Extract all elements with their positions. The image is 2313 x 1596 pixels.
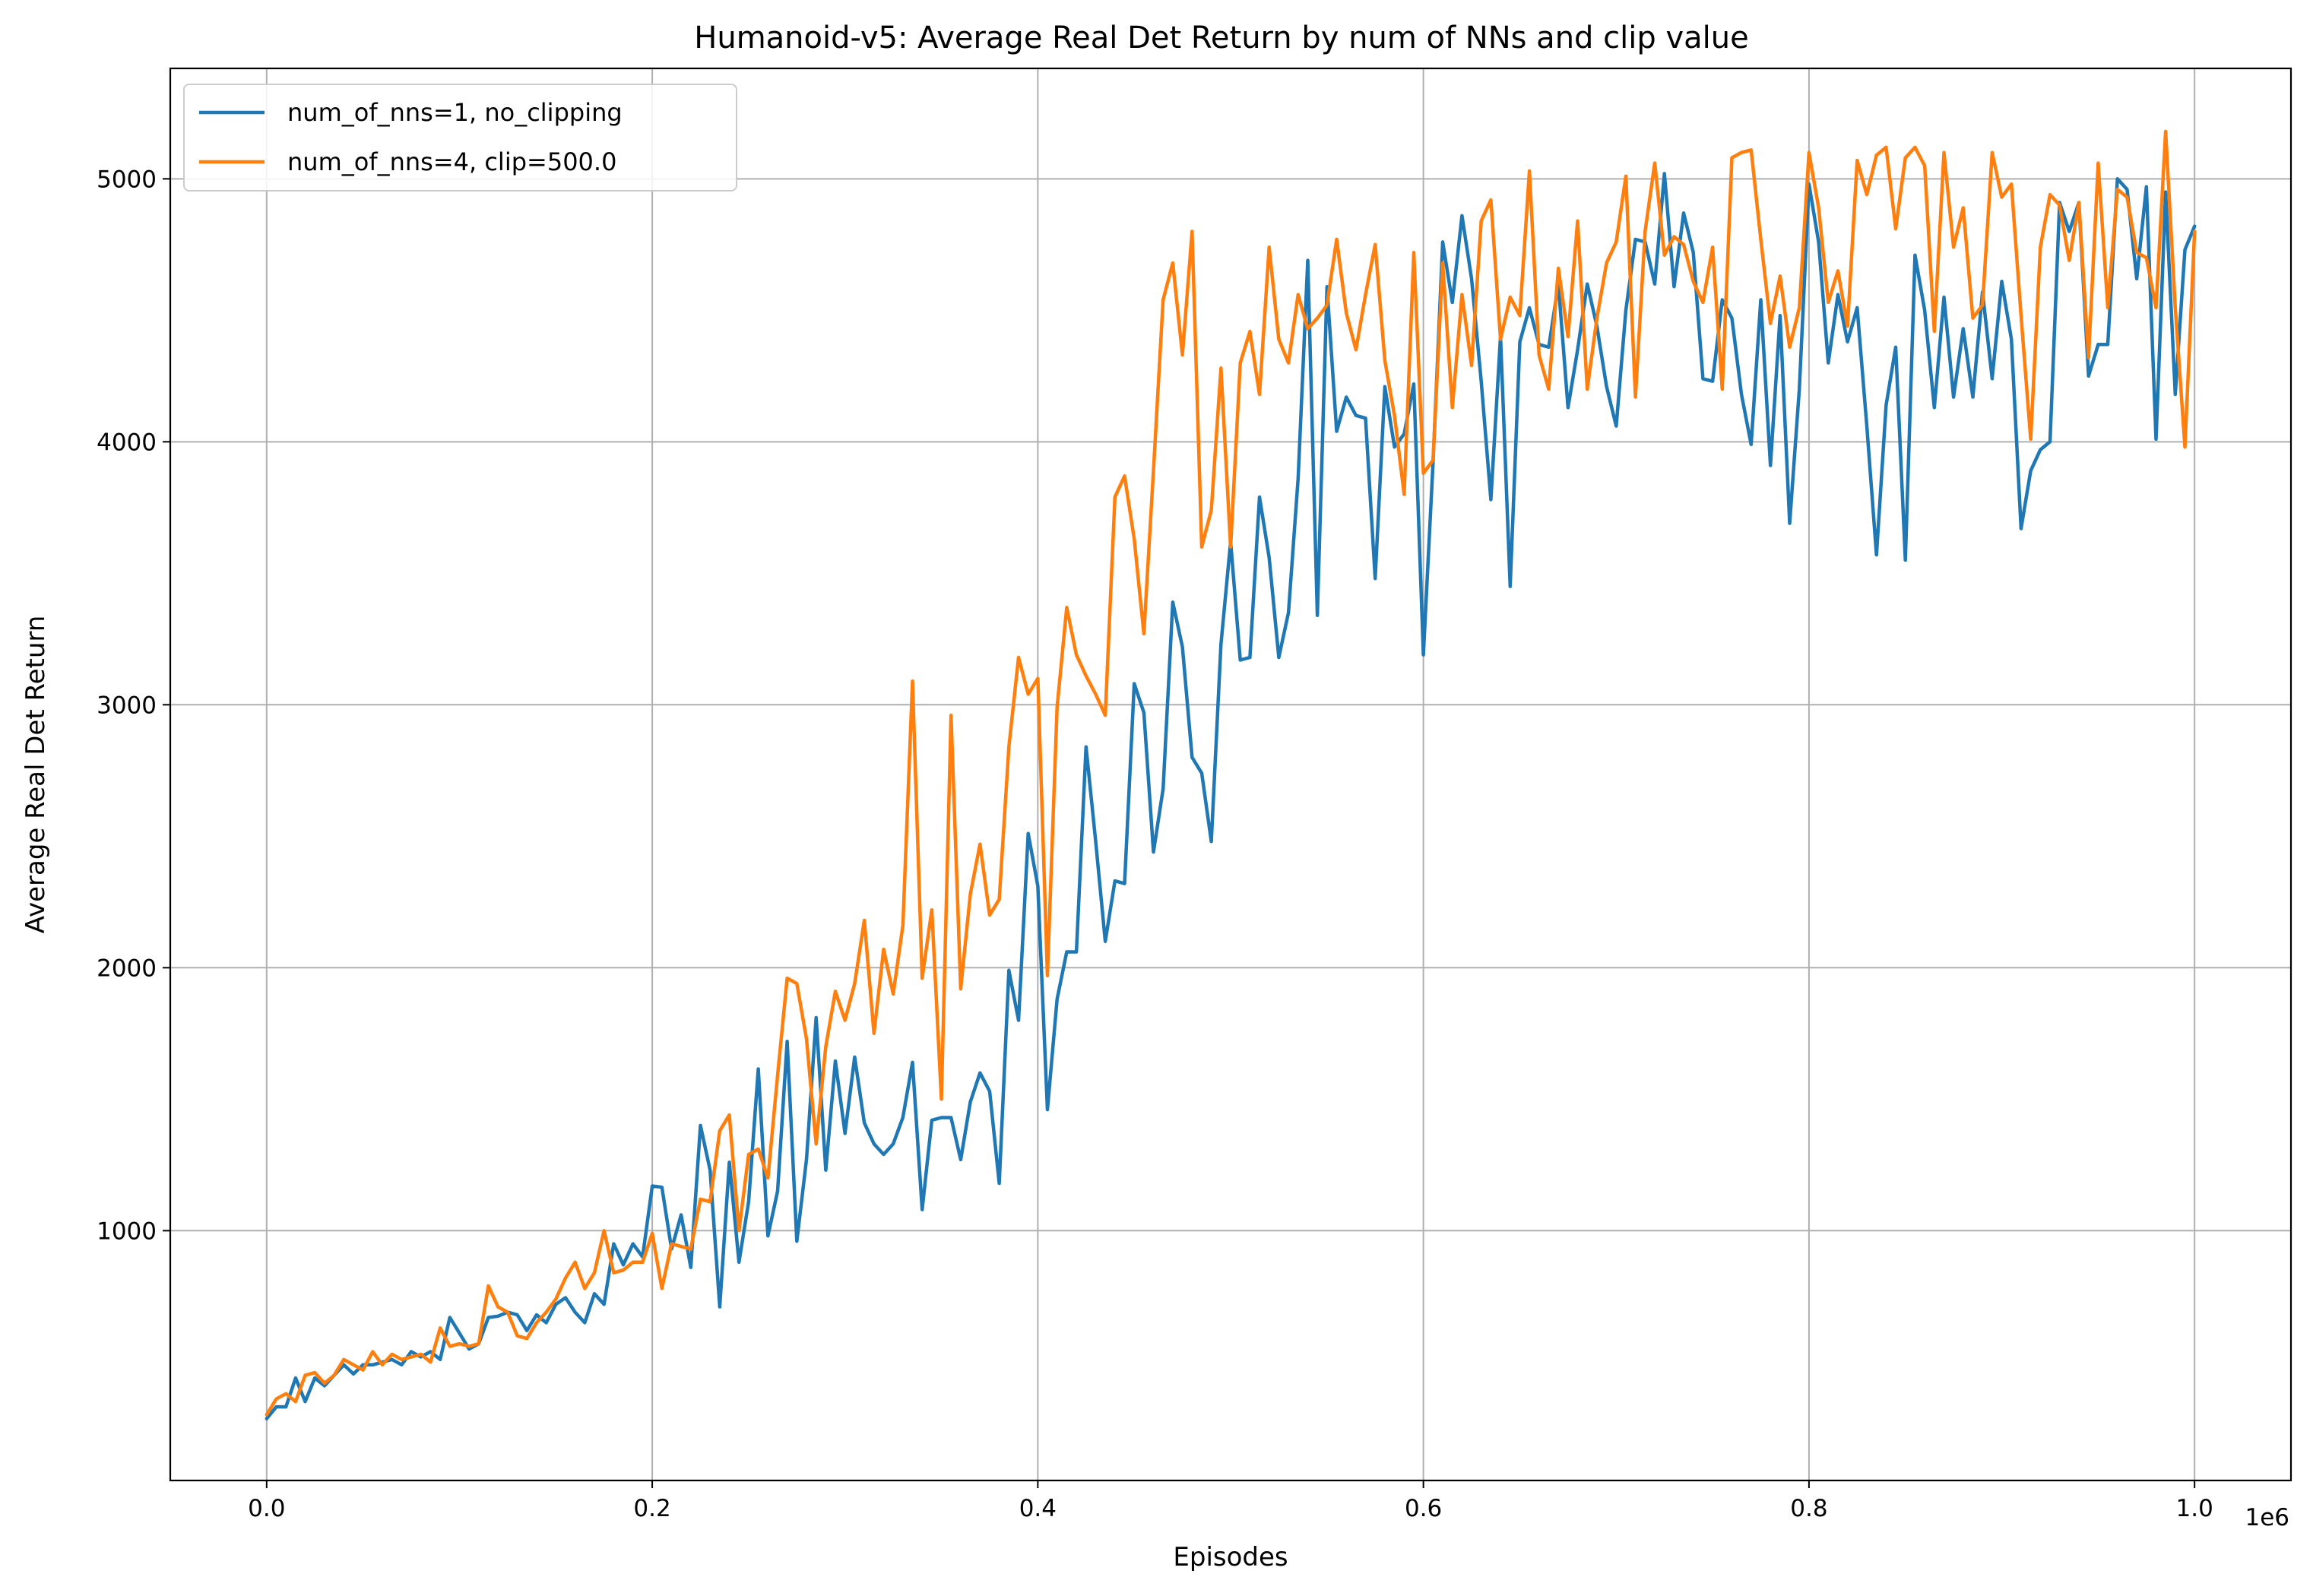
grid-lines — [170, 68, 2291, 1480]
series-lines — [265, 129, 2197, 1420]
y-tick-label: 5000 — [97, 166, 157, 193]
chart-title: Humanoid-v5: Average Real Det Return by … — [694, 21, 1748, 55]
x-tick-label: 0.0 — [248, 1495, 285, 1522]
y-tick-label: 4000 — [97, 429, 157, 456]
x-axis-offset-label: 1e6 — [2245, 1504, 2289, 1531]
y-axis-title: Average Real Det Return — [21, 616, 51, 934]
y-tick-label: 2000 — [97, 955, 157, 982]
x-tick-label: 0.4 — [1019, 1495, 1057, 1522]
x-axis-ticks: 0.0 0.2 0.4 0.6 0.8 1.0 — [248, 1480, 2213, 1522]
series-line-2 — [265, 129, 2197, 1417]
y-tick-label: 1000 — [97, 1218, 157, 1245]
legend-label-series-2: num_of_nns=4, clip=500.0 — [287, 147, 616, 176]
y-axis-ticks: 1000 2000 3000 4000 5000 — [97, 166, 170, 1245]
x-tick-label: 0.6 — [1405, 1495, 1442, 1522]
x-tick-label: 1.0 — [2176, 1495, 2213, 1522]
x-tick-label: 0.8 — [1790, 1495, 1827, 1522]
x-axis-title: Episodes — [1173, 1542, 1288, 1572]
x-tick-label: 0.2 — [633, 1495, 670, 1522]
y-tick-label: 3000 — [97, 692, 157, 719]
legend-box — [183, 84, 737, 192]
legend-label-series-1: num_of_nns=1, no_clipping — [287, 98, 623, 127]
legend: num_of_nns=1, no_clipping num_of_nns=4, … — [183, 84, 737, 192]
plot-frame — [169, 67, 2292, 1482]
